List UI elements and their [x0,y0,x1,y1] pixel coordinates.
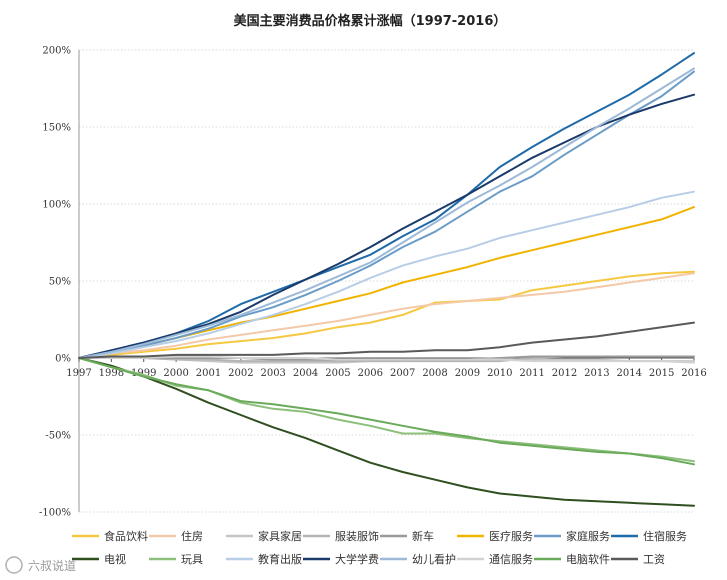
x-tick-label: 2002 [228,368,253,379]
series-line-13 [78,67,695,359]
x-tick-label: 2015 [649,368,674,379]
x-tick-label: 2005 [325,368,350,379]
x-tick-label: 2012 [552,368,577,379]
x-tick-label: 1998 [99,368,124,379]
x-tick-label: 2013 [584,368,609,379]
legend-label: 新车 [412,529,434,543]
watermark: 六叔说道 [5,556,76,574]
legend-item: 医疗服务 [457,529,533,543]
axes: 200% 150% 100% 50% 0% -50% -100% 1997 1998 1999 20… [39,46,707,519]
legend-label: 住房 [181,529,203,543]
series-line-15 [78,357,695,466]
series-line-10 [78,357,695,463]
legend-item: 大学学费 [303,552,379,566]
x-tick-label: 2008 [422,368,447,379]
x-tick-label: 2003 [260,368,285,379]
legend-item: 通信服务 [457,553,533,566]
legend-item: 住房 [149,529,203,543]
y-tick-label: -100% [39,508,71,519]
series-line-14 [78,355,695,364]
y-tick-label: 50% [49,277,71,288]
legend-label: 通信服务 [489,553,533,566]
y-tick-label: 100% [42,200,71,211]
chart-title: 美国主要消费品价格累计涨幅（1997-2016） [234,13,507,29]
legend-label: 工资 [643,553,665,566]
legend-label: 医疗服务 [489,529,533,543]
legend-label: 大学学费 [335,552,379,566]
legend-label: 电脑软件 [566,552,610,566]
legend-label: 服装服饰 [335,529,379,543]
x-tick-label: 1997 [66,368,91,379]
y-tick-label: -50% [45,431,71,442]
legend-item: 幼儿看护 [380,552,456,566]
y-tick-label: 0% [55,354,71,365]
x-tick-label: 2010 [487,368,512,379]
watermark-text: 六叔说道 [28,558,76,573]
series-line-9 [78,357,695,507]
x-tick-label: 1999 [131,368,156,379]
legend-item: 玩具 [149,553,203,566]
x-tick-label: 2000 [163,368,188,379]
legend-item: 电视 [72,552,126,566]
x-tick-label: 2016 [681,368,706,379]
legend-item: 电脑软件 [534,552,610,566]
legend-item: 住宿服务 [611,529,687,543]
legend-label: 食品饮料 [104,529,148,543]
legend-label: 住宿服务 [643,529,687,543]
legend-item: 服装服饰 [303,529,379,543]
x-tick-label: 2011 [519,368,544,379]
legend-label: 幼儿看护 [412,552,456,566]
legend-item: 家具家居 [226,529,302,543]
legend-label: 教育出版 [258,552,302,566]
series-group [78,52,695,507]
legend-label: 家庭服务 [566,529,610,543]
y-tick-label: 200% [42,46,71,57]
y-tick-label: 150% [42,123,71,134]
legend-label: 玩具 [181,553,203,566]
legend-label: 家具家居 [258,529,302,543]
legend-item: 家庭服务 [534,529,610,543]
legend-item: 新车 [380,529,434,543]
x-tick-label: 2001 [196,368,221,379]
x-tick-label: 2014 [617,368,642,379]
series-line-7 [78,70,695,359]
x-tick-label: 2007 [390,368,415,379]
series-line-16 [78,321,695,359]
series-line-11 [78,190,695,359]
x-tick-label: 2006 [358,368,383,379]
legend-item: 食品饮料 [72,529,148,543]
legend-item: 工资 [611,553,665,566]
series-line-1 [78,270,695,359]
series-line-2 [78,272,695,359]
x-tick-label: 2004 [293,368,318,379]
legend-item: 教育出版 [226,552,302,566]
x-tick-label: 2009 [455,368,480,379]
watermark-logo-icon [5,556,23,574]
legend-label: 电视 [104,552,126,566]
